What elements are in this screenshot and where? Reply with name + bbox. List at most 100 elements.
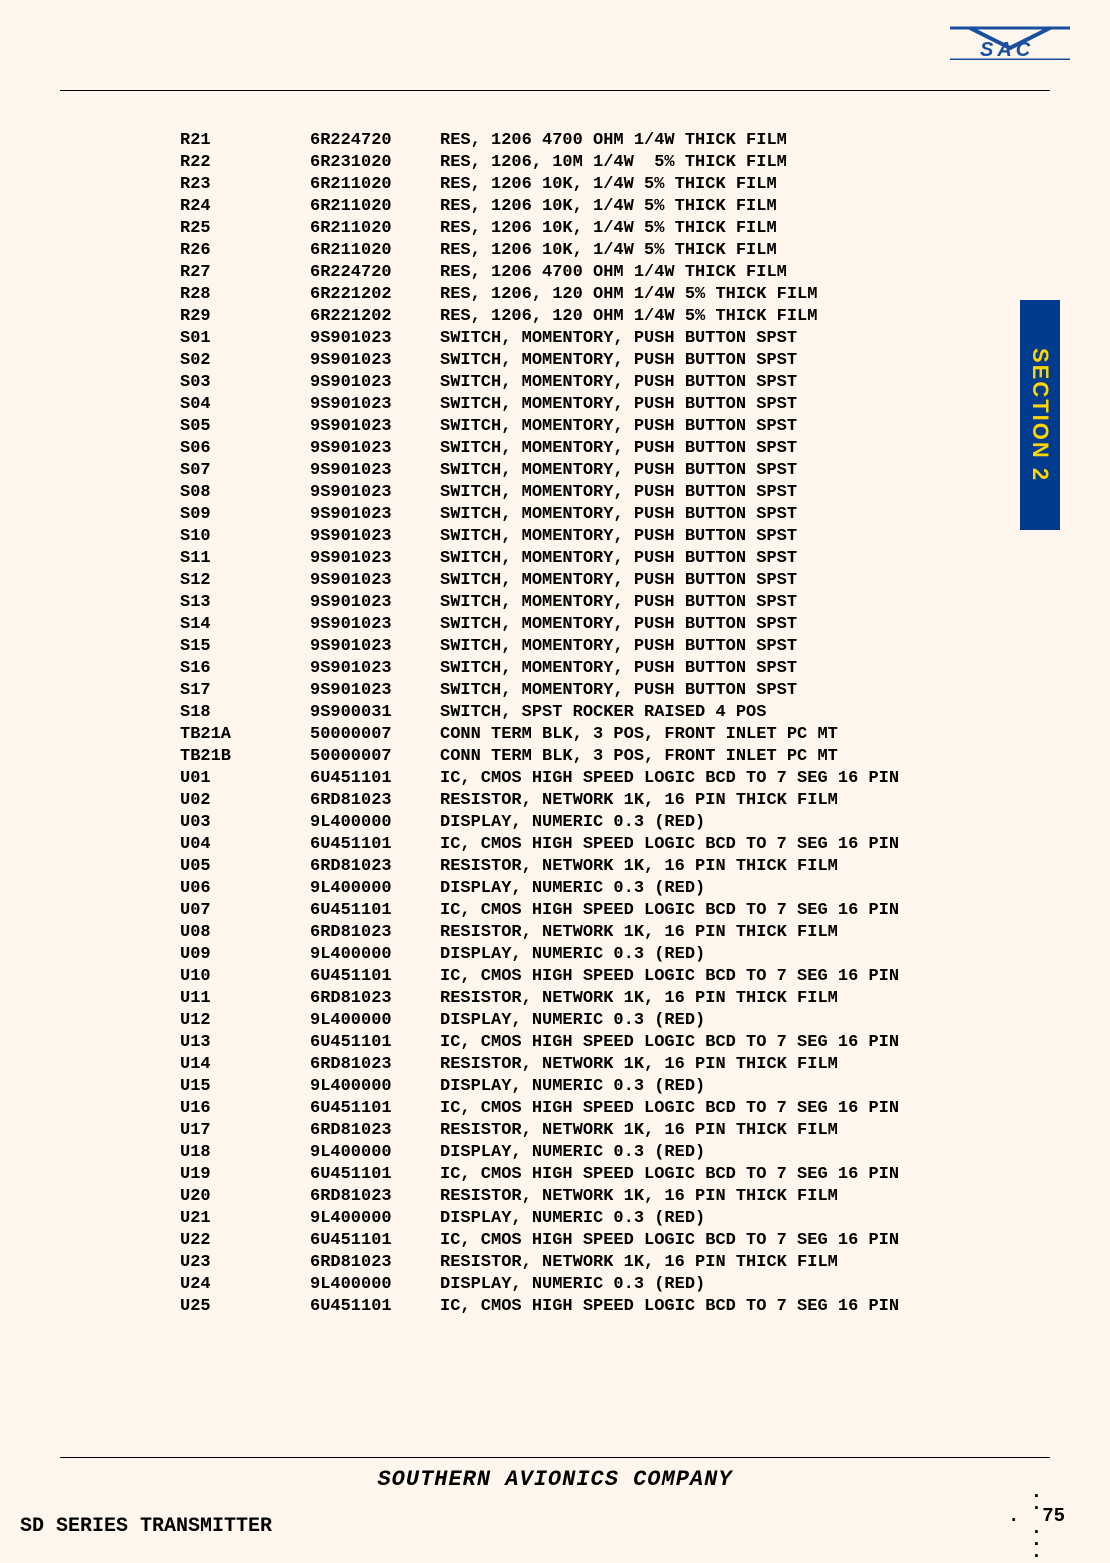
description: DISPLAY, NUMERIC 0.3 (RED) xyxy=(440,1274,705,1296)
ref-designator: R26 xyxy=(180,240,310,262)
parts-row: S139S901023SWITCH, MOMENTORY, PUSH BUTTO… xyxy=(180,592,899,614)
ref-designator: U03 xyxy=(180,812,310,834)
part-number: 9S901023 xyxy=(310,592,440,614)
parts-row: R286R221202RES, 1206, 120 OHM 1/4W 5% TH… xyxy=(180,284,899,306)
parts-row: R236R211020RES, 1206 10K, 1/4W 5% THICK … xyxy=(180,174,899,196)
part-number: 6R231020 xyxy=(310,152,440,174)
parts-row: U086RD81023RESISTOR, NETWORK 1K, 16 PIN … xyxy=(180,922,899,944)
parts-row: S179S901023SWITCH, MOMENTORY, PUSH BUTTO… xyxy=(180,680,899,702)
description: DISPLAY, NUMERIC 0.3 (RED) xyxy=(440,1010,705,1032)
ref-designator: U10 xyxy=(180,966,310,988)
part-number: 6RD81023 xyxy=(310,1252,440,1274)
ref-designator: S18 xyxy=(180,702,310,724)
description: DISPLAY, NUMERIC 0.3 (RED) xyxy=(440,878,705,900)
description: RESISTOR, NETWORK 1K, 16 PIN THICK FILM xyxy=(440,922,838,944)
ref-designator: S14 xyxy=(180,614,310,636)
parts-row: S189S900031SWITCH, SPST ROCKER RAISED 4 … xyxy=(180,702,899,724)
part-number: 9L400000 xyxy=(310,812,440,834)
ref-designator: U16 xyxy=(180,1098,310,1120)
ref-designator: S15 xyxy=(180,636,310,658)
ref-designator: U05 xyxy=(180,856,310,878)
parts-row: U039L400000DISPLAY, NUMERIC 0.3 (RED) xyxy=(180,812,899,834)
description: RESISTOR, NETWORK 1K, 16 PIN THICK FILM xyxy=(440,1252,838,1274)
part-number: 9S901023 xyxy=(310,482,440,504)
description: DISPLAY, NUMERIC 0.3 (RED) xyxy=(440,1142,705,1164)
ref-designator: U11 xyxy=(180,988,310,1010)
part-number: 9S901023 xyxy=(310,350,440,372)
parts-row: U046U451101IC, CMOS HIGH SPEED LOGIC BCD… xyxy=(180,834,899,856)
parts-row: U069L400000DISPLAY, NUMERIC 0.3 (RED) xyxy=(180,878,899,900)
description: SWITCH, SPST ROCKER RAISED 4 POS xyxy=(440,702,766,724)
part-number: 6U451101 xyxy=(310,900,440,922)
part-number: 9S901023 xyxy=(310,460,440,482)
ref-designator: R21 xyxy=(180,130,310,152)
page-number: . 75 xyxy=(1008,1505,1065,1527)
part-number: 6R221202 xyxy=(310,284,440,306)
parts-row: TB21B50000007CONN TERM BLK, 3 POS, FRONT… xyxy=(180,746,899,768)
ref-designator: U18 xyxy=(180,1142,310,1164)
part-number: 6RD81023 xyxy=(310,1120,440,1142)
part-number: 50000007 xyxy=(310,746,440,768)
parts-row: U056RD81023RESISTOR, NETWORK 1K, 16 PIN … xyxy=(180,856,899,878)
ref-designator: U22 xyxy=(180,1230,310,1252)
part-number: 6U451101 xyxy=(310,1032,440,1054)
parts-row: U116RD81023RESISTOR, NETWORK 1K, 16 PIN … xyxy=(180,988,899,1010)
description: IC, CMOS HIGH SPEED LOGIC BCD TO 7 SEG 1… xyxy=(440,1296,899,1318)
part-number: 6U451101 xyxy=(310,1098,440,1120)
ref-designator: S02 xyxy=(180,350,310,372)
ref-designator: S03 xyxy=(180,372,310,394)
section-tab: SECTION 2 xyxy=(1020,300,1060,530)
parts-row: R296R221202RES, 1206, 120 OHM 1/4W 5% TH… xyxy=(180,306,899,328)
part-number: 9S900031 xyxy=(310,702,440,724)
parts-row: R256R211020RES, 1206 10K, 1/4W 5% THICK … xyxy=(180,218,899,240)
parts-row: R226R231020RES, 1206, 10M 1/4W 5% THICK … xyxy=(180,152,899,174)
ref-designator: R25 xyxy=(180,218,310,240)
description: IC, CMOS HIGH SPEED LOGIC BCD TO 7 SEG 1… xyxy=(440,1230,899,1252)
description: SWITCH, MOMENTORY, PUSH BUTTON SPST xyxy=(440,350,797,372)
description: RESISTOR, NETWORK 1K, 16 PIN THICK FILM xyxy=(440,856,838,878)
description: RESISTOR, NETWORK 1K, 16 PIN THICK FILM xyxy=(440,1120,838,1142)
description: SWITCH, MOMENTORY, PUSH BUTTON SPST xyxy=(440,526,797,548)
description: RESISTOR, NETWORK 1K, 16 PIN THICK FILM xyxy=(440,1186,838,1208)
ref-designator: R24 xyxy=(180,196,310,218)
ref-designator: U14 xyxy=(180,1054,310,1076)
parts-row: S159S901023SWITCH, MOMENTORY, PUSH BUTTO… xyxy=(180,636,899,658)
part-number: 6U451101 xyxy=(310,1164,440,1186)
parts-row: U249L400000DISPLAY, NUMERIC 0.3 (RED) xyxy=(180,1274,899,1296)
part-number: 6U451101 xyxy=(310,1230,440,1252)
parts-row: U106U451101IC, CMOS HIGH SPEED LOGIC BCD… xyxy=(180,966,899,988)
parts-row: S169S901023SWITCH, MOMENTORY, PUSH BUTTO… xyxy=(180,658,899,680)
description: IC, CMOS HIGH SPEED LOGIC BCD TO 7 SEG 1… xyxy=(440,834,899,856)
description: SWITCH, MOMENTORY, PUSH BUTTON SPST xyxy=(440,460,797,482)
part-number: 6R211020 xyxy=(310,218,440,240)
ref-designator: U17 xyxy=(180,1120,310,1142)
part-number: 6R211020 xyxy=(310,240,440,262)
parts-row: U146RD81023RESISTOR, NETWORK 1K, 16 PIN … xyxy=(180,1054,899,1076)
parts-row: U219L400000DISPLAY, NUMERIC 0.3 (RED) xyxy=(180,1208,899,1230)
description: IC, CMOS HIGH SPEED LOGIC BCD TO 7 SEG 1… xyxy=(440,1098,899,1120)
part-number: 6R224720 xyxy=(310,262,440,284)
description: SWITCH, MOMENTORY, PUSH BUTTON SPST xyxy=(440,482,797,504)
part-number: 6U451101 xyxy=(310,834,440,856)
description: SWITCH, MOMENTORY, PUSH BUTTON SPST xyxy=(440,504,797,526)
part-number: 9L400000 xyxy=(310,878,440,900)
ref-designator: S12 xyxy=(180,570,310,592)
part-number: 6RD81023 xyxy=(310,988,440,1010)
ref-designator: S06 xyxy=(180,438,310,460)
ref-designator: U12 xyxy=(180,1010,310,1032)
part-number: 9S901023 xyxy=(310,372,440,394)
part-number: 6RD81023 xyxy=(310,922,440,944)
description: SWITCH, MOMENTORY, PUSH BUTTON SPST xyxy=(440,614,797,636)
footer-title: SD SERIES TRANSMITTER xyxy=(20,1515,272,1538)
parts-row: U026RD81023RESISTOR, NETWORK 1K, 16 PIN … xyxy=(180,790,899,812)
description: CONN TERM BLK, 3 POS, FRONT INLET PC MT xyxy=(440,724,838,746)
svg-text:SAC: SAC xyxy=(980,39,1034,60)
part-number: 6RD81023 xyxy=(310,790,440,812)
ref-designator: U23 xyxy=(180,1252,310,1274)
description: RES, 1206 10K, 1/4W 5% THICK FILM xyxy=(440,196,777,218)
ref-designator: S16 xyxy=(180,658,310,680)
ref-designator: S10 xyxy=(180,526,310,548)
part-number: 9S901023 xyxy=(310,394,440,416)
parts-row: S109S901023SWITCH, MOMENTORY, PUSH BUTTO… xyxy=(180,526,899,548)
part-number: 9L400000 xyxy=(310,1274,440,1296)
